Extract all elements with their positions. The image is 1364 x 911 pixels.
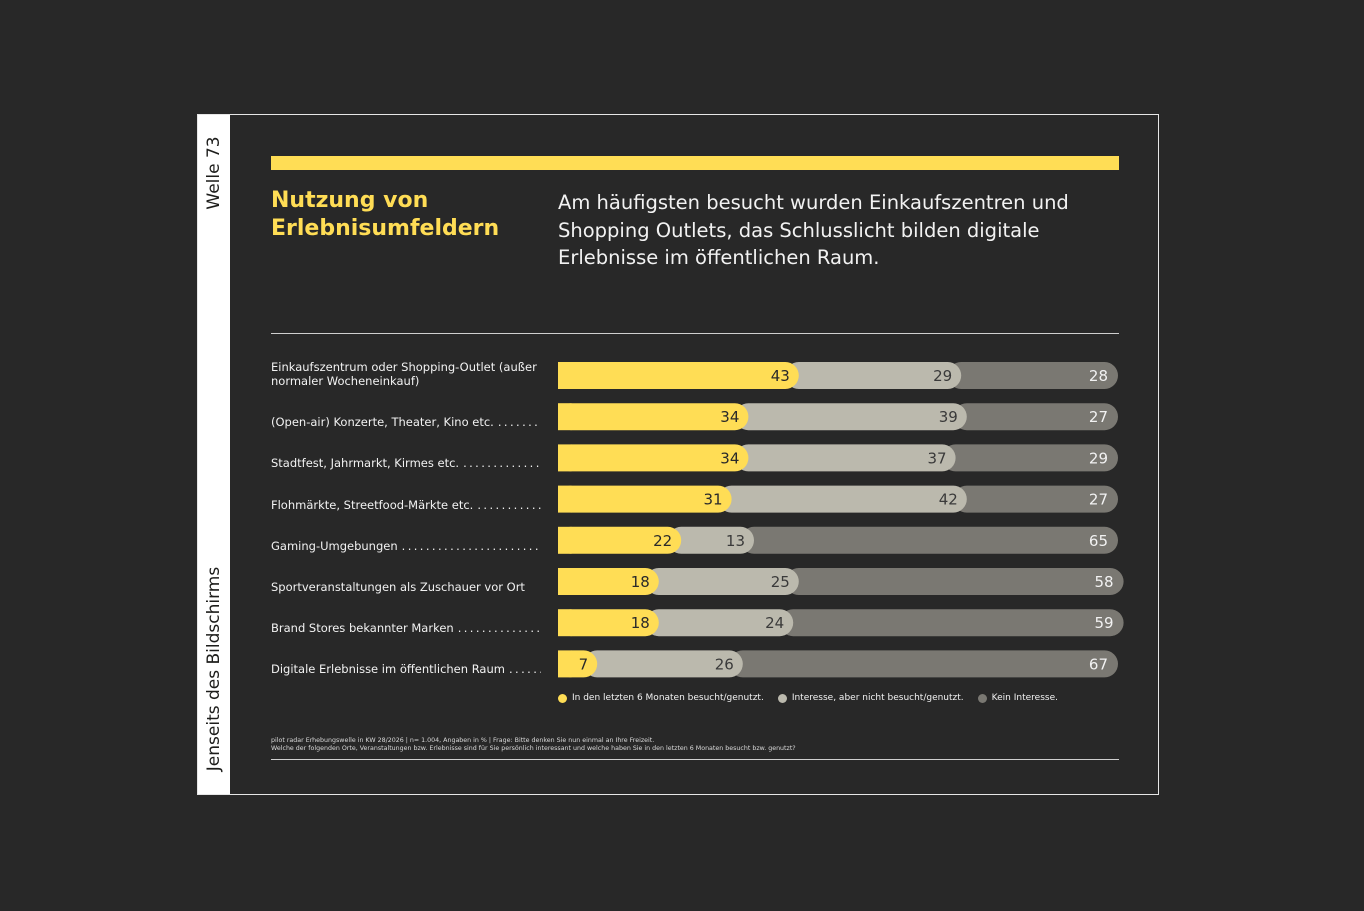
category-label-text: Sportveranstaltungen als Zuschauer vor O… (271, 580, 525, 594)
data-label: 59 (1095, 614, 1114, 632)
leader-dots: ........................................… (477, 497, 541, 512)
data-label: 31 (704, 491, 723, 509)
bar-segment-2 (734, 403, 967, 431)
category-label: Einkaufszentrum oder Shopping-Outlet (au… (271, 358, 541, 388)
bar-segment-2 (734, 444, 956, 472)
data-label: 29 (1089, 449, 1108, 467)
side-strip: Welle 73 Jenseits des Bildschirms (198, 115, 230, 794)
bar-segment-2 (645, 609, 794, 637)
bar-segment-1-left-edge (558, 444, 572, 472)
leader-dots: ........................................… (508, 662, 541, 677)
bar-segment-1 (558, 609, 659, 637)
leader-dots: ........................................… (457, 621, 541, 636)
data-label: 39 (939, 408, 958, 426)
stacked-bar-chart: 43 29 28 34 39 27 34 37 29 31 42 27 22 13 65 18 25 58 18 24… (558, 362, 1124, 678)
bar-segment-1-left-edge (558, 526, 572, 554)
bar-segment-1 (558, 362, 799, 389)
leader-dots: ........................................… (497, 415, 541, 430)
legend: In den letzten 6 Monaten besucht/genutzt… (558, 693, 1058, 703)
data-label: 13 (726, 532, 745, 550)
bar-segment-1 (558, 526, 682, 554)
category-label-text: Brand Stores bekannter Marken (271, 621, 454, 636)
bar-segment-3 (942, 444, 1118, 472)
category-label: Gaming-Umgebungen.......................… (271, 523, 541, 553)
leader-dots: ........................................… (401, 538, 541, 553)
data-label: 65 (1089, 532, 1108, 550)
legend-item-no-interest: Kein Interesse. (977, 693, 1058, 703)
data-label: 27 (1089, 408, 1108, 426)
legend-label-visited: In den letzten 6 Monaten besucht/genutzt… (572, 693, 764, 703)
bar-segment-3 (729, 650, 1118, 678)
legend-dot-no-interest (977, 693, 987, 703)
legend-label-interest: Interesse, aber nicht besucht/genutzt. (791, 693, 964, 703)
category-label: Digitale Erlebnisse im öffentlichen Raum… (271, 646, 541, 676)
bar-segment-3 (953, 485, 1118, 513)
data-label: 25 (771, 573, 790, 591)
category-label: (Open-air) Konzerte, Theater, Kino etc..… (271, 399, 541, 429)
footnote-line-1: pilot radar Erhebungswelle in KW 28/2026… (271, 737, 655, 744)
category-label-text: Stadtfest, Jahrmarkt, Kirmes etc. (271, 456, 460, 471)
data-label: 27 (1089, 491, 1108, 509)
leader-dots: ........................................… (463, 456, 541, 471)
bar-segment-3 (953, 403, 1118, 431)
data-label: 43 (771, 367, 790, 385)
bar-segment-1 (558, 568, 659, 595)
data-label: 34 (720, 408, 739, 426)
bar-segment-3 (779, 609, 1124, 637)
bar-segment-1-left-edge (558, 650, 572, 678)
legend-dot-visited (558, 693, 567, 703)
category-label: Stadtfest, Jahrmarkt, Kirmes etc........… (271, 440, 541, 470)
data-label: 37 (928, 449, 947, 467)
chart-headline: Am häufigsten besucht wurden Einkaufszen… (558, 191, 1069, 269)
data-label: 18 (631, 573, 650, 591)
category-label-text: Flohmärkte, Streetfood-Märkte etc. (271, 497, 474, 512)
legend-label-no-interest: Kein Interesse. (991, 693, 1058, 703)
accent-bar (271, 156, 1119, 170)
bar-segment-1-left-edge (558, 568, 572, 595)
chart-title: Nutzung von Erlebnisumfeldern (271, 188, 500, 241)
data-label: 7 (579, 655, 589, 673)
bar-segment-1-left-edge (558, 362, 572, 389)
divider-bottom (271, 759, 1119, 760)
data-label: 42 (939, 491, 958, 509)
bar-segment-3 (740, 526, 1118, 554)
data-label: 26 (715, 655, 734, 673)
legend-item-interest: Interesse, aber nicht besucht/genutzt. (777, 693, 964, 703)
bar-segment-1 (558, 444, 749, 472)
footnote-line-2: Welche der folgenden Orte, Veranstaltung… (271, 745, 796, 752)
legend-item-visited: In den letzten 6 Monaten besucht/genutzt… (558, 693, 764, 703)
data-label: 28 (1089, 367, 1108, 385)
data-label: 22 (653, 532, 672, 550)
bar-segment-1 (558, 403, 749, 431)
category-label-text: Digitale Erlebnisse im öffentlichen Raum (271, 662, 505, 677)
data-label: 67 (1089, 655, 1108, 673)
bar-segment-3 (785, 568, 1124, 595)
category-label-text: Gaming-Umgebungen (271, 538, 398, 553)
legend-dot-interest (777, 693, 787, 703)
divider-top (271, 333, 1119, 334)
bar-segment-2 (718, 485, 967, 513)
bar-segment-1 (558, 485, 732, 513)
data-label: 34 (720, 449, 739, 467)
category-label: Sportveranstaltungen als Zuschauer vor O… (271, 564, 541, 594)
category-label-text: (Open-air) Konzerte, Theater, Kino etc. (271, 415, 494, 430)
bar-segment-2 (785, 362, 962, 389)
category-label: Brand Stores bekannter Marken...........… (271, 605, 541, 635)
bar-segment-1-left-edge (558, 485, 572, 513)
data-label: 58 (1095, 573, 1114, 591)
bar-segment-1-left-edge (558, 609, 572, 637)
bar-segment-3 (947, 362, 1118, 389)
category-label-text: Einkaufszentrum oder Shopping-Outlet (au… (271, 360, 537, 388)
data-label: 29 (933, 367, 952, 385)
bar-segment-2 (667, 526, 754, 554)
bar-segment-2 (645, 568, 799, 595)
category-label: Flohmärkte, Streetfood-Märkte etc.......… (271, 482, 541, 512)
data-label: 18 (631, 614, 650, 632)
chart-card: Welle 73 Jenseits des Bildschirms Nutzun… (197, 114, 1159, 795)
data-label: 24 (765, 614, 784, 632)
footnote: pilot radar Erhebungswelle in KW 28/2026… (271, 737, 1119, 753)
bar-segment-1-left-edge (558, 403, 572, 431)
bar-segment-2 (583, 650, 743, 678)
